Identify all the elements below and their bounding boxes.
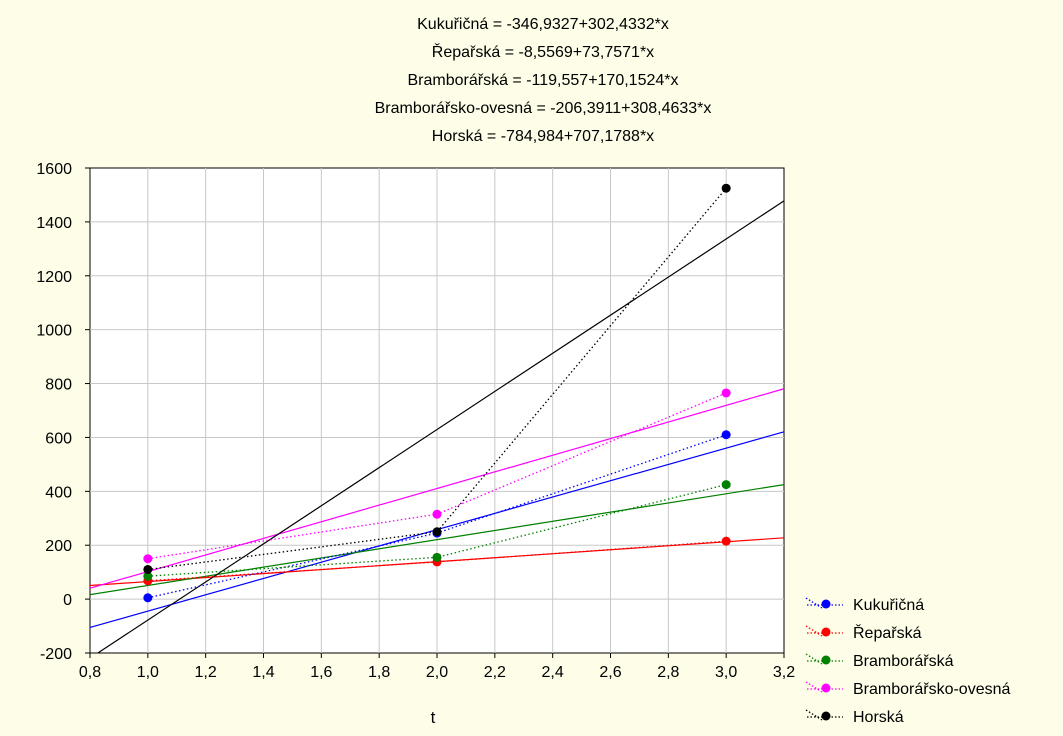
legend-swatch-line (805, 681, 823, 693)
chart-title: Kukuřičná = -346,9327+302,4332*x Řepařsk… (375, 16, 712, 145)
legend-marker (821, 627, 831, 637)
x-tick-label: 2,6 (599, 664, 621, 681)
x-tick-label: 3,2 (773, 664, 795, 681)
x-tick-label: 3,0 (715, 664, 737, 681)
legend-marker (821, 683, 831, 693)
legend-swatch-line (805, 653, 823, 665)
data-point (721, 430, 731, 440)
data-point (143, 571, 153, 581)
data-point (721, 480, 731, 490)
title-line-3: Bramborářská = -119,557+170,1524*x (408, 72, 679, 89)
x-tick-label: 1,4 (252, 664, 274, 681)
y-tick-label: 1600 (36, 161, 72, 178)
fit-line (97, 200, 785, 654)
data-point (721, 388, 731, 398)
x-tick-label: 1,8 (368, 664, 390, 681)
y-tick-label: 400 (45, 484, 72, 501)
x-tick-label: 2,4 (542, 664, 564, 681)
observed-line (147, 187, 727, 571)
fit-line (89, 388, 785, 589)
y-tick-label: 1400 (36, 215, 72, 232)
y-tick-label: 600 (45, 430, 72, 447)
y-tick-label: 1000 (36, 323, 72, 340)
data-point (143, 554, 153, 564)
observed-line (147, 483, 727, 577)
x-tick-label: 2,0 (426, 664, 448, 681)
y-tick-label: -200 (40, 646, 72, 663)
legend-swatch-line (805, 597, 823, 609)
fit-line (89, 484, 785, 596)
legend-swatch-line (805, 625, 823, 637)
data-point (432, 552, 442, 562)
data-points (143, 183, 731, 603)
legend-label: Bramborářská (853, 653, 954, 670)
legend-marker (821, 599, 831, 609)
x-tick-label: 2,2 (484, 664, 506, 681)
legend-marker (821, 655, 831, 665)
y-tick-label: 200 (45, 538, 72, 555)
legend-marker (821, 711, 831, 721)
x-axis-label: t (431, 708, 436, 727)
title-line-1: Kukuřičná = -346,9327+302,4332*x (417, 16, 669, 33)
title-line-2: Řepařská = -8,5569+73,7571*x (432, 42, 654, 61)
axis-ticks: 0,8 1,0 1,2 1,4 1,6 1,8 2,0 2,2 2,4 2,6 2,8 3,0 3,2 -… (36, 161, 795, 681)
y-tick-label: 0 (63, 592, 72, 609)
observed-line (147, 540, 727, 582)
data-point (432, 509, 442, 519)
title-line-5: Horská = -784,984+707,1788*x (432, 128, 654, 145)
legend-label: Bramborářsko-ovesná (853, 681, 1011, 698)
legend-label: Řepařská (853, 623, 922, 642)
x-tick-label: 2,8 (657, 664, 679, 681)
legend-label: Horská (853, 709, 904, 726)
data-point (721, 183, 731, 193)
x-tick-label: 1,0 (137, 664, 159, 681)
y-tick-label: 800 (45, 377, 72, 394)
y-tick-label: 1200 (36, 269, 72, 286)
x-tick-label: 1,2 (195, 664, 217, 681)
data-point (143, 564, 153, 574)
data-point (432, 527, 442, 537)
legend-label: Kukuřičná (853, 597, 924, 614)
data-point (143, 593, 153, 603)
title-line-4: Bramborářsko-ovesná = -206,3911+308,4633… (375, 100, 712, 117)
legend: Kukuřičná Řepařská Bramborářská Bramborářsk… (805, 597, 1011, 726)
legend-swatch-line (805, 709, 823, 721)
x-tick-label: 0,8 (79, 664, 101, 681)
data-point (721, 536, 731, 546)
x-tick-label: 1,6 (310, 664, 332, 681)
